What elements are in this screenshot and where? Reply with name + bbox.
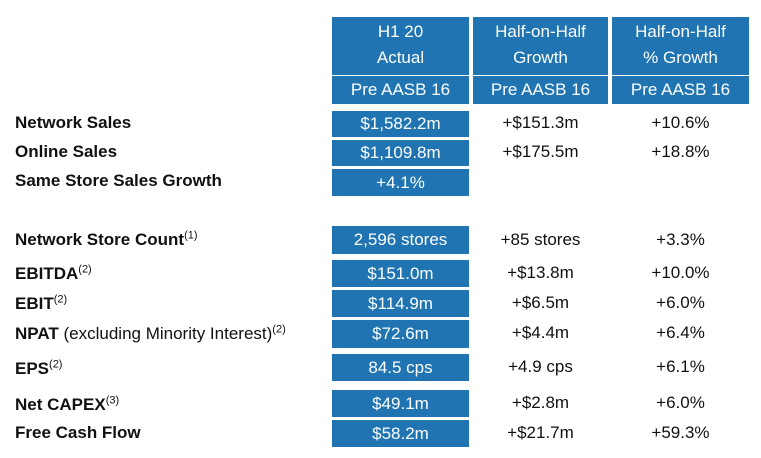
row-pct-online-sales: +18.8% — [651, 142, 710, 161]
row-label-same-store-sales: Same Store Sales Growth — [15, 171, 222, 190]
row-label-ebit: EBIT(2) — [15, 293, 68, 313]
header-col-actual: H1 20 Actual — [332, 17, 469, 75]
header-col-growth-line1: Half-on-Half — [495, 22, 586, 41]
header-col-actual-line2: Actual — [376, 48, 425, 67]
row-growth-free-cash-flow: +$21.7m — [507, 423, 574, 442]
row-label-eps: EPS(2) — [15, 358, 63, 378]
row-pct-network-sales: +10.6% — [651, 113, 710, 132]
footnote-ref: (3) — [105, 394, 120, 407]
row-pct-ebitda: +10.0% — [651, 263, 710, 282]
row-label-free-cash-flow: Free Cash Flow — [15, 423, 141, 442]
header-basis-growth: Pre AASB 16 — [473, 76, 608, 104]
row-label-npat: NPAT (excluding Minority Interest)(2) — [15, 323, 286, 343]
header-basis-actual: Pre AASB 16 — [332, 76, 469, 104]
row-actual-ebitda: $151.0m — [332, 260, 469, 287]
header-col-pct-growth: Half-on-Half % Growth — [612, 17, 749, 75]
row-actual-online-sales: $1,109.8m — [332, 140, 469, 166]
header-col-pct-line1: Half-on-Half — [635, 22, 726, 41]
header-col-actual-line1: H1 20 — [377, 22, 424, 41]
header-col-growth-line2: Growth — [513, 48, 568, 67]
row-label-network-sales: Network Sales — [15, 113, 132, 132]
row-label-npat-note: (excluding Minority Interest) — [58, 324, 273, 343]
row-actual-net-capex: $49.1m — [332, 390, 469, 417]
header-basis-pct: Pre AASB 16 — [612, 76, 749, 104]
footnote-ref: (2) — [78, 263, 92, 276]
row-pct-eps: +6.1% — [656, 357, 705, 376]
row-actual-eps: 84.5 cps — [332, 354, 469, 381]
row-label-online-sales: Online Sales — [15, 142, 118, 161]
row-actual-npat: $72.6m — [332, 320, 469, 348]
header-col-growth: Half-on-Half Growth — [473, 17, 608, 75]
row-pct-net-capex: +6.0% — [656, 393, 705, 412]
row-growth-store-count: +85 stores — [500, 230, 581, 249]
row-growth-net-capex: +$2.8m — [511, 393, 570, 412]
footnote-ref: (2) — [49, 358, 63, 371]
row-growth-network-sales: +$151.3m — [502, 113, 579, 132]
footnote-ref: (2) — [53, 293, 68, 306]
row-pct-ebit: +6.0% — [656, 293, 705, 312]
footnote-ref: (1) — [184, 229, 198, 242]
header-col-pct-line2: % Growth — [643, 48, 718, 67]
row-pct-store-count: +3.3% — [656, 230, 705, 249]
row-label-ebitda: EBITDA(2) — [15, 263, 92, 283]
row-actual-free-cash-flow: $58.2m — [332, 420, 469, 447]
footnote-ref: (2) — [272, 323, 286, 336]
row-pct-free-cash-flow: +59.3% — [651, 423, 710, 442]
row-actual-store-count: 2,596 stores — [332, 226, 469, 254]
row-growth-ebit: +$6.5m — [511, 293, 570, 312]
row-pct-npat: +6.4% — [656, 323, 705, 342]
row-growth-npat: +$4.4m — [511, 323, 570, 342]
row-growth-online-sales: +$175.5m — [502, 142, 579, 161]
row-actual-network-sales: $1,582.2m — [332, 111, 469, 137]
row-label-net-capex: Net CAPEX(3) — [15, 394, 120, 414]
row-growth-eps: +4.9 cps — [508, 357, 573, 376]
row-growth-ebitda: +$13.8m — [507, 263, 574, 282]
row-actual-ebit: $114.9m — [332, 290, 469, 317]
row-actual-same-store-sales: +4.1% — [332, 169, 469, 196]
row-label-store-count: Network Store Count(1) — [15, 229, 198, 249]
